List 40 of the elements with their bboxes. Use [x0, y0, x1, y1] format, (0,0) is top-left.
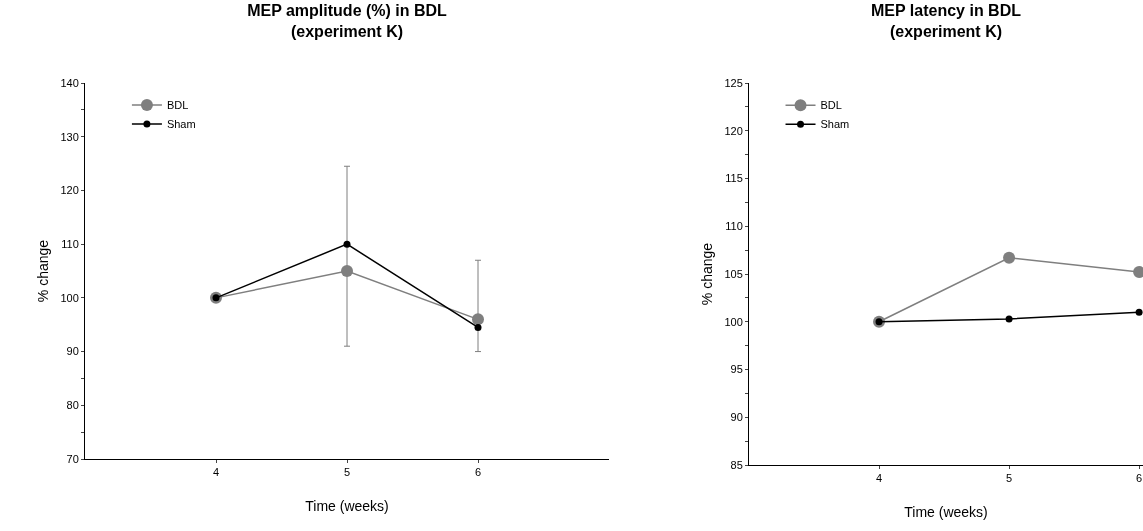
y-tick-label: 100 — [60, 291, 79, 304]
y-tick-label: 140 — [60, 76, 79, 89]
x-tick-label: 5 — [1006, 472, 1013, 485]
chart-title: MEP amplitude (%) in BDL (experiment K) — [247, 1, 448, 40]
y-tick-label: 115 — [725, 172, 743, 185]
point — [343, 240, 351, 248]
x-tick-label: 4 — [875, 472, 883, 485]
y-tick-label: 110 — [61, 237, 79, 250]
y-tick-label: 90 — [66, 345, 79, 358]
point — [1135, 308, 1143, 316]
x-axis-title: Time (weeks) — [904, 504, 988, 520]
y-tick-label: 80 — [66, 399, 79, 412]
y-tick-label: 100 — [724, 315, 743, 328]
y-tick-label: 125 — [724, 76, 743, 89]
legend-label: Sham — [166, 118, 196, 131]
y-tick-label: 120 — [60, 184, 79, 197]
chart-title: MEP latency in BDL (experiment K) — [871, 1, 1022, 40]
point — [1005, 315, 1013, 323]
legend-label: BDL — [166, 99, 189, 112]
y-tick-label: 85 — [730, 458, 743, 471]
y-tick-label: 70 — [66, 452, 79, 465]
x-axis-title: Time (weeks) — [305, 498, 389, 514]
y-tick-label: 90 — [730, 411, 743, 424]
y-tick-label: 105 — [724, 267, 743, 280]
y-tick-label: 95 — [730, 363, 743, 376]
y-axis-title: % change — [699, 242, 716, 306]
legend-label: BDL — [820, 99, 842, 112]
x-tick-label: 6 — [1136, 472, 1143, 485]
x-tick-label: 5 — [343, 466, 351, 479]
x-tick-label: 6 — [474, 466, 482, 479]
point — [472, 313, 484, 326]
y-tick-label: 130 — [60, 130, 79, 143]
legend-label: Sham — [820, 118, 850, 131]
y-tick-label: 110 — [725, 220, 743, 233]
point — [474, 323, 482, 331]
y-tick-label: 120 — [724, 124, 743, 137]
y-axis-title: % change — [35, 239, 52, 303]
x-tick-label: 4 — [212, 466, 220, 479]
point — [341, 265, 353, 277]
point — [1003, 251, 1016, 264]
